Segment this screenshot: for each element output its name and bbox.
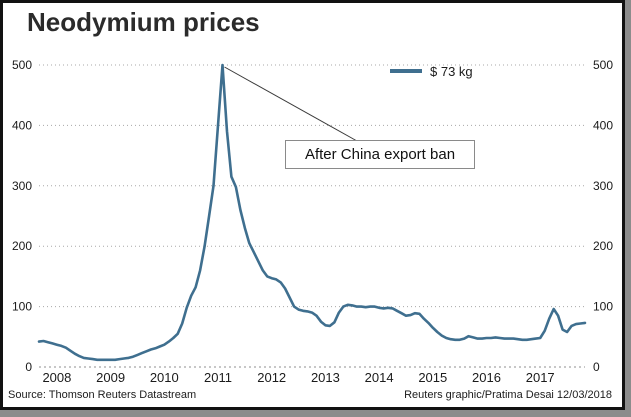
x-tick-2010: 2010 [150, 370, 179, 385]
y-tick-right-200: 200 [593, 239, 613, 253]
annotation-leader-line [224, 66, 358, 142]
credit-text: Reuters graphic/Pratima Desai 12/03/2018 [404, 389, 612, 401]
reuters-chart-card: 0 0 100 100 200 200 300 300 400 400 500 500 2008 2009… [0, 0, 625, 410]
chart-area: 0 0 100 100 200 200 300 300 400 400 500 500 2008 2009… [3, 3, 622, 407]
price-line-chart: 0 0 100 100 200 200 300 300 400 400 500 500 2008 2009… [12, 58, 613, 385]
x-tick-2009: 2009 [96, 370, 125, 385]
annotation-box: After China export ban [285, 140, 475, 169]
y-tick-left-100: 100 [12, 300, 32, 314]
x-tick-2008: 2008 [42, 370, 71, 385]
y-tick-left-500: 500 [12, 58, 32, 72]
y-tick-left-400: 400 [12, 118, 32, 132]
y-tick-right-400: 400 [593, 118, 613, 132]
footer: Source: Thomson Reuters Datastream Reute… [3, 389, 622, 401]
x-tick-2015: 2015 [418, 370, 447, 385]
y-tick-left-0: 0 [25, 360, 32, 374]
y-tick-left-300: 300 [12, 179, 32, 193]
y-tick-right-0: 0 [593, 360, 600, 374]
y-tick-right-300: 300 [593, 179, 613, 193]
y-tick-right-500: 500 [593, 58, 613, 72]
x-tick-2017: 2017 [526, 370, 555, 385]
legend-line-icon [390, 69, 422, 73]
chart-title: Neodymium prices [27, 7, 260, 37]
x-tick-2016: 2016 [472, 370, 501, 385]
y-tick-right-100: 100 [593, 300, 613, 314]
price-line [37, 63, 587, 362]
legend: $ 73 kg [390, 61, 473, 81]
legend-label: $ 73 kg [430, 63, 473, 79]
y-tick-left-200: 200 [12, 239, 32, 253]
x-tick-2014: 2014 [365, 370, 394, 385]
x-tick-2012: 2012 [257, 370, 286, 385]
annotation-text: After China export ban [304, 146, 456, 163]
x-tick-2013: 2013 [311, 370, 340, 385]
x-tick-2011: 2011 [204, 370, 232, 385]
source-text: Source: Thomson Reuters Datastream [8, 389, 197, 401]
